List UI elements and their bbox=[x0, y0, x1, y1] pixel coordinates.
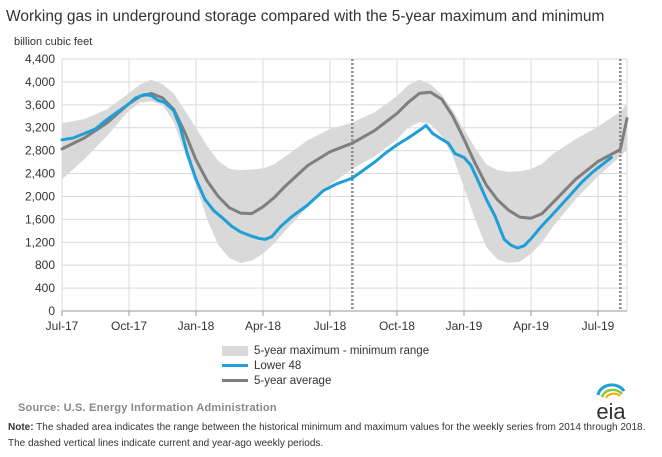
eia-logo-text: eia bbox=[596, 399, 626, 423]
footnote: Note: The shaded area indicates the rang… bbox=[8, 420, 648, 452]
y-tick-label: 3,600 bbox=[25, 98, 55, 112]
range-band bbox=[62, 79, 627, 263]
legend-label-average: 5-year average bbox=[254, 374, 332, 387]
x-tick-label: Jul-18 bbox=[314, 319, 347, 333]
legend-swatch-lower48 bbox=[222, 364, 248, 367]
legend-swatch-range bbox=[222, 345, 248, 356]
x-tick-label: Oct-18 bbox=[379, 319, 415, 333]
y-tick-label: 2,000 bbox=[25, 189, 55, 203]
eia-logo: eia bbox=[596, 383, 626, 423]
y-tick-labels: 0 400 800 1,200 1,600 2,000 2,400 2,800 3,200 3,6… bbox=[25, 52, 55, 318]
legend-label-range: 5-year maximum - minimum range bbox=[254, 344, 430, 357]
y-axis-unit-label: billion cubic feet bbox=[14, 36, 93, 48]
legend-label-lower48: Lower 48 bbox=[254, 359, 302, 372]
legend-swatch-average bbox=[222, 379, 248, 382]
x-tick-label: Oct-17 bbox=[111, 319, 147, 333]
x-tick-label: Jul-17 bbox=[46, 319, 79, 333]
x-tick-label: Apr-18 bbox=[245, 319, 281, 333]
x-tick-label: Apr-19 bbox=[513, 319, 549, 333]
y-tick-label: 2,800 bbox=[25, 144, 55, 158]
y-tick-label: 3,200 bbox=[25, 121, 55, 135]
y-tick-label: 1,200 bbox=[25, 235, 55, 249]
legend-item-lower48: Lower 48 bbox=[222, 358, 429, 373]
x-tick-labels: Jul-17 Oct-17 Jan-18 Apr-18 Jul-18 Oct-18 Jan-… bbox=[46, 319, 615, 333]
y-tick-label: 1,600 bbox=[25, 212, 55, 226]
y-tick-label: 4,000 bbox=[25, 75, 55, 89]
x-tick-label: Jul-19 bbox=[582, 319, 615, 333]
note-label: Note: bbox=[8, 422, 34, 433]
range-band-layer bbox=[62, 79, 627, 263]
dashed-period-lines bbox=[351, 59, 622, 311]
chart-title: Working gas in underground storage compa… bbox=[6, 8, 605, 25]
y-tick-label: 0 bbox=[48, 304, 55, 318]
y-tick-label: 800 bbox=[35, 258, 55, 272]
x-tick-label: Jan-19 bbox=[446, 319, 483, 333]
y-tick-label: 4,400 bbox=[25, 52, 55, 66]
axes bbox=[61, 310, 627, 316]
legend-item-average: 5-year average bbox=[222, 373, 429, 388]
y-tick-label: 400 bbox=[35, 281, 55, 295]
legend: 5-year maximum - minimum range Lower 48 … bbox=[222, 343, 429, 388]
series-line-lower48 bbox=[60, 93, 613, 250]
legend-item-range: 5-year maximum - minimum range bbox=[222, 343, 429, 358]
source-line: Source: U.S. Energy Information Administ… bbox=[18, 402, 277, 414]
x-tick-label: Jan-18 bbox=[178, 319, 215, 333]
series-lines bbox=[60, 90, 629, 250]
chart-plot: 0 400 800 1,200 1,600 2,000 2,400 2,800 3,200 3,6… bbox=[25, 52, 629, 333]
y-tick-label: 2,400 bbox=[25, 167, 55, 181]
note-text: The shaded area indicates the range betw… bbox=[8, 422, 646, 449]
